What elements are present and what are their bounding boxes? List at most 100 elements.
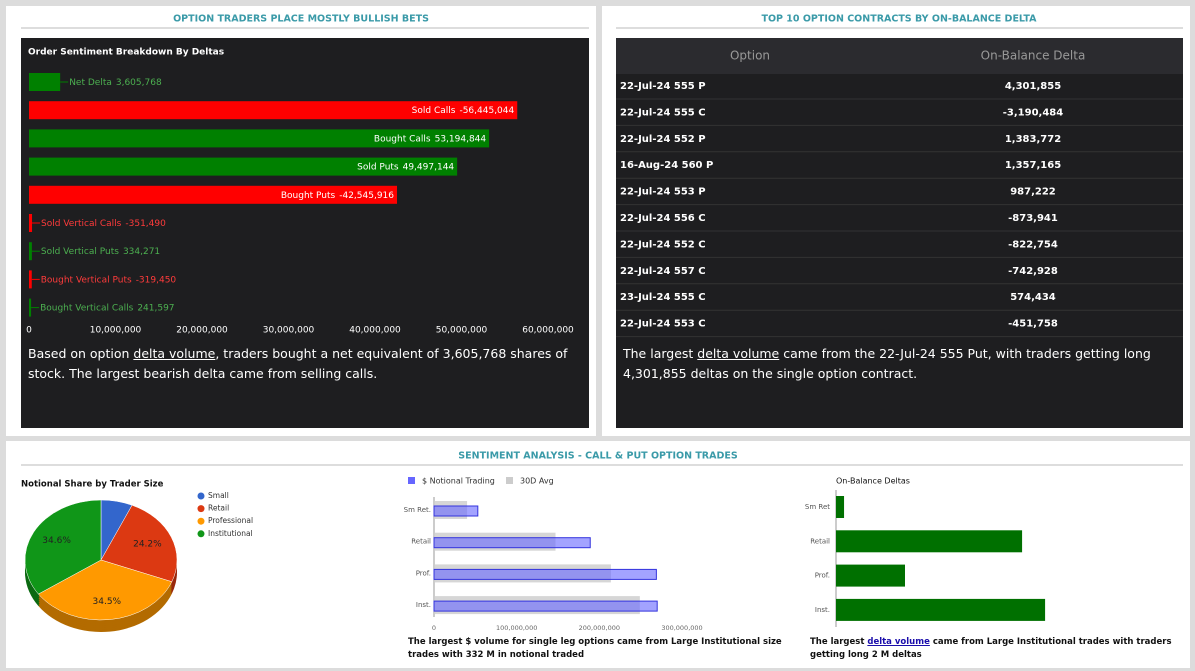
y-tick-label: Prof.: [416, 569, 431, 577]
legend-label: Institutional: [208, 529, 253, 538]
bar: [29, 101, 518, 120]
bar: [836, 564, 905, 587]
bar: [836, 598, 1046, 621]
value-label: -56,445,044: [459, 106, 514, 116]
slice-label: 34.6%: [42, 536, 71, 546]
bar-label: Bought Calls 53,194,844: [374, 134, 486, 144]
y-tick-label: Sm Ret.: [404, 506, 431, 514]
y-tick-label: Prof.: [815, 572, 830, 580]
x-tick-label: 200,000,000: [579, 624, 620, 632]
bar: [433, 537, 591, 549]
legend-label: Professional: [208, 516, 253, 525]
y-tick-label: Retail: [411, 538, 431, 546]
cell: 22-Jul-24 557 C: [620, 266, 706, 277]
value-label: 241,597: [137, 303, 174, 313]
note-text: , traders bought a net equivalent of 3,6…: [28, 346, 568, 381]
legend-swatch: [408, 477, 415, 484]
cell: 16-Aug-24 560 P: [620, 160, 713, 171]
cell: 22-Jul-24 553 C: [620, 319, 706, 330]
cell: 22-Jul-24 555 P: [620, 81, 706, 92]
value-label: -351,490: [125, 219, 166, 229]
cell: 22-Jul-24 552 C: [620, 239, 706, 250]
category-label: Bought Vertical Puts: [41, 275, 132, 285]
bar: [29, 298, 32, 317]
bar-label: Sold Vertical Puts 334,271: [41, 247, 160, 257]
cell: -742,928: [1008, 266, 1058, 277]
note-link[interactable]: delta volume: [133, 346, 216, 361]
pie-slice: [24, 499, 102, 595]
category-label: Bought Puts: [281, 190, 336, 200]
slice-label: 34.5%: [93, 597, 122, 607]
category-label: Bought Vertical Calls: [40, 303, 134, 313]
legend-swatch: [197, 517, 205, 525]
bar-label: Sold Vertical Calls -351,490: [41, 219, 166, 229]
note: The largest $ volume for single leg opti…: [408, 636, 793, 662]
panel-title: OPTION TRADERS PLACE MOSTLY BULLISH BETS: [173, 14, 429, 25]
cell: 22-Jul-24 555 C: [620, 107, 706, 118]
pie-slice: [38, 559, 173, 621]
y-tick-label: Sm Ret: [805, 503, 830, 511]
chart-title: On-Balance Deltas: [836, 477, 910, 486]
y-tick-label: Inst.: [815, 606, 830, 614]
dark-area: [616, 38, 1183, 428]
legend-label: $ Notional Trading: [422, 477, 495, 486]
x-tick-label: 40,000,000: [349, 326, 401, 336]
note: The largest delta volume came from the 2…: [623, 344, 1173, 384]
y-tick-label: Retail: [810, 537, 830, 545]
note: Based on option delta volume, traders bo…: [28, 344, 588, 384]
bar-label: Bought Puts -42,545,916: [281, 190, 394, 200]
cell: 22-Jul-24 552 P: [620, 134, 706, 145]
bar-label: Sold Puts 49,497,144: [357, 162, 454, 172]
legend-label: Retail: [208, 504, 229, 513]
bar: [29, 185, 398, 204]
category-label: Bought Calls: [374, 134, 431, 144]
bar: [29, 73, 61, 91]
note-link[interactable]: delta volume: [697, 346, 780, 361]
bar-label: Bought Vertical Calls 241,597: [40, 303, 174, 313]
cell: 22-Jul-24 556 C: [620, 213, 706, 224]
x-tick-label: 10,000,000: [90, 326, 142, 336]
note-text: came from the 22-Jul-24 555 Put, with tr…: [623, 346, 1151, 381]
note-text: came from Large Institutional trades wit…: [810, 637, 1172, 660]
category-label: Sold Vertical Calls: [41, 219, 122, 229]
note: The largest delta volume came from Large…: [810, 636, 1185, 662]
panel-title: TOP 10 OPTION CONTRACTS BY ON-BALANCE DE…: [761, 14, 1037, 25]
x-tick-label: 0: [26, 326, 32, 336]
x-tick-label: 20,000,000: [176, 326, 228, 336]
bar: [29, 270, 32, 289]
bar: [29, 129, 490, 148]
column-header: Option: [730, 49, 770, 63]
legend-swatch: [197, 530, 205, 538]
panel-title: SENTIMENT ANALYSIS - CALL & PUT OPTION T…: [458, 451, 738, 462]
bar-label: Bought Vertical Puts -319,450: [41, 275, 177, 285]
value-label: 3,605,768: [116, 78, 162, 88]
value-label: -42,545,916: [339, 190, 394, 200]
note-text: Based on option: [28, 346, 134, 361]
bar: [836, 496, 845, 518]
chart-title: Order Sentiment Breakdown By Deltas: [28, 48, 224, 58]
value-label: -319,450: [136, 275, 177, 285]
value-label: 49,497,144: [403, 162, 455, 172]
bar: [29, 157, 458, 176]
cell: 4,301,855: [1005, 81, 1061, 92]
x-tick-label: 0: [432, 624, 436, 632]
category-label: Sold Calls: [412, 106, 456, 116]
category-label: Sold Vertical Puts: [41, 247, 119, 257]
legend-swatch: [197, 505, 205, 513]
cell: 23-Jul-24 555 C: [620, 292, 706, 303]
note-link[interactable]: delta volume: [867, 637, 930, 647]
cell: 1,383,772: [1005, 134, 1061, 145]
bar: [433, 568, 657, 580]
bar: [29, 214, 33, 232]
legend-swatch: [197, 492, 205, 500]
chart-title: Notional Share by Trader Size: [21, 480, 164, 490]
note-text: The largest: [623, 346, 698, 361]
category-label: Net Delta: [69, 78, 112, 88]
value-label: 53,194,844: [435, 134, 487, 144]
cell: -873,941: [1008, 213, 1058, 224]
bar: [433, 505, 479, 517]
cell: 22-Jul-24 553 P: [620, 187, 706, 198]
x-tick-label: 100,000,000: [496, 624, 537, 632]
